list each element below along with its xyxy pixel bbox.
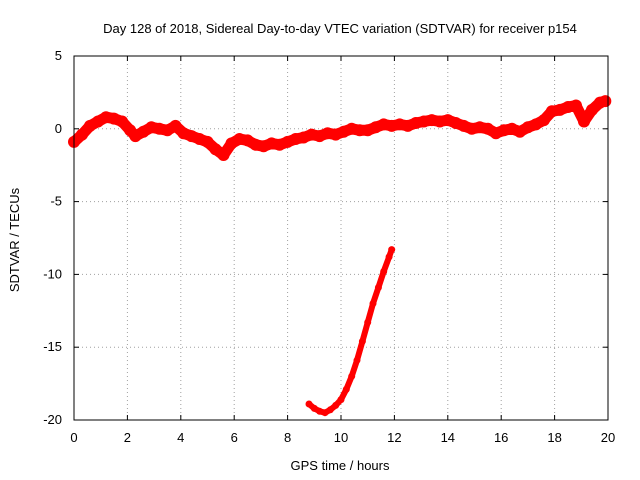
x-axis-label: GPS time / hours	[291, 458, 390, 473]
y-tick-label: -15	[43, 339, 62, 354]
data-point	[578, 115, 590, 128]
data-point	[305, 400, 313, 408]
x-tick-label: 10	[334, 430, 348, 445]
data-point	[316, 407, 324, 415]
y-tick-label: -20	[43, 412, 62, 427]
data-point	[310, 404, 318, 412]
data-point	[337, 396, 345, 404]
data-layer	[68, 95, 612, 417]
plot-frame	[73, 55, 609, 421]
data-point	[332, 401, 340, 409]
tick-layer: 0 2 4 6 8 10 12 14 16 18 20 5 0 -5 -10 -15 -20	[43, 48, 615, 445]
data-point	[599, 95, 612, 108]
data-point	[116, 115, 129, 128]
x-tick-label: 20	[601, 430, 615, 445]
data-point	[342, 385, 350, 393]
chart-title: Day 128 of 2018, Sidereal Day-to-day VTE…	[103, 21, 577, 36]
data-point	[348, 372, 356, 380]
grid-layer	[74, 56, 608, 420]
y-axis-label: SDTVAR / TECUs	[7, 187, 22, 292]
data-point	[358, 337, 366, 345]
y-tick-label: -5	[50, 194, 62, 209]
data-point	[380, 268, 388, 275]
x-tick-label: 8	[284, 430, 291, 445]
data-point	[201, 135, 214, 148]
data-point	[217, 149, 230, 161]
data-point	[586, 103, 598, 116]
data-point	[385, 253, 393, 261]
data-point	[353, 356, 361, 364]
data-point	[374, 284, 382, 291]
data-point	[169, 119, 182, 132]
y-tick-label: 5	[55, 48, 62, 63]
x-tick-label: 12	[387, 430, 401, 445]
data-point	[76, 128, 88, 141]
x-tick-label: 18	[547, 430, 561, 445]
x-tick-label: 6	[231, 430, 238, 445]
data-point	[369, 300, 377, 307]
x-tick-label: 2	[124, 430, 131, 445]
data-point	[537, 114, 550, 127]
x-tick-label: 4	[177, 430, 184, 445]
data-point	[388, 246, 396, 254]
data-point	[321, 409, 329, 417]
x-tick-label: 0	[70, 430, 77, 445]
data-point	[570, 99, 582, 112]
data-point	[326, 406, 334, 414]
y-tick-label: -10	[43, 266, 62, 281]
x-tick-label: 14	[441, 430, 455, 445]
x-tick-label: 16	[494, 430, 508, 445]
data-point	[364, 318, 372, 326]
y-tick-label: 0	[55, 121, 62, 136]
